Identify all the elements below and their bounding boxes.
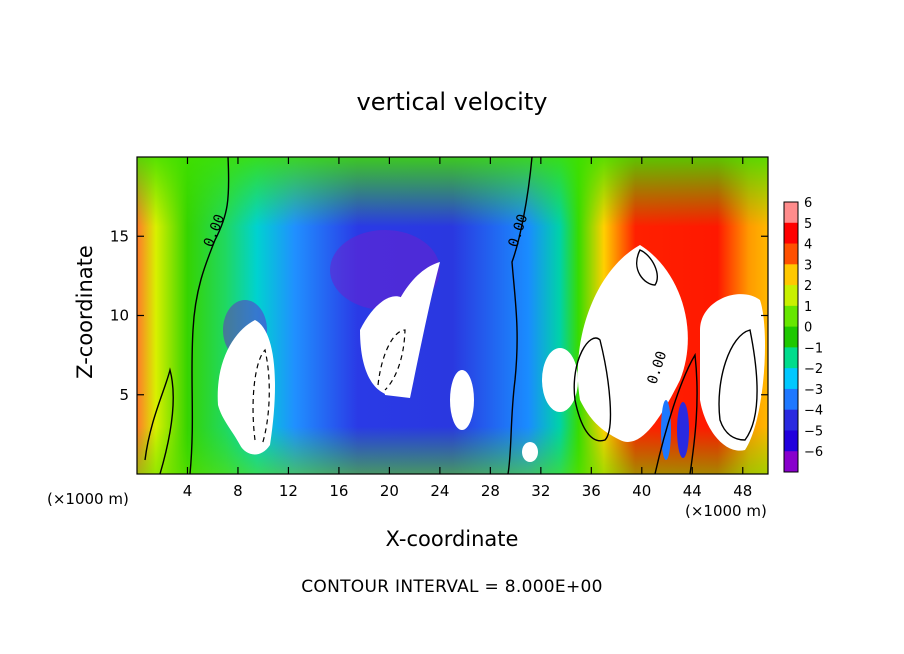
colorbar-band xyxy=(784,347,798,369)
colorbar-label: −3 xyxy=(804,383,823,398)
contour-updraft-1 xyxy=(636,249,658,286)
colorbar-label: 4 xyxy=(804,238,812,253)
colorbar-band xyxy=(784,368,798,390)
x-tick-label: 32 xyxy=(531,482,550,500)
colorbar-label: 5 xyxy=(804,217,812,232)
downdraft-overshoot-4 xyxy=(450,370,474,430)
x-tick-label: 48 xyxy=(733,482,752,500)
updraft-blob xyxy=(522,442,538,462)
zero-contour-left xyxy=(189,157,230,474)
x-tick-label: 40 xyxy=(632,482,651,500)
colorbar-label: 3 xyxy=(804,258,812,273)
colorbar-band xyxy=(784,451,798,473)
colorbar-band xyxy=(784,430,798,452)
x-axis-ticks: 4 8 12 16 20 24 28 32 36 40 44 48 xyxy=(183,157,752,500)
colorbar-label: 2 xyxy=(804,279,812,294)
x-tick-label: 44 xyxy=(683,482,702,500)
negative-contours xyxy=(252,329,406,446)
colorbar-band xyxy=(784,388,798,411)
downdraft-overshoot-2 xyxy=(360,296,405,395)
downdraft-overshoot-3 xyxy=(217,320,275,455)
x-tick-label: 12 xyxy=(279,482,298,500)
contour-updraft-2 xyxy=(573,337,612,442)
colorbar-label: −1 xyxy=(804,341,823,356)
contour-interval-note: CONTOUR INTERVAL = 8.000E+00 xyxy=(301,577,603,597)
colorbar-label: −5 xyxy=(804,424,823,439)
x-tick-label: 28 xyxy=(481,482,500,500)
y-tick-label: 5 xyxy=(119,386,129,404)
x-tick-label: 8 xyxy=(233,482,243,500)
colorbar-band xyxy=(784,409,798,431)
downdraft-overshoot-1 xyxy=(383,262,440,398)
chart-title: vertical velocity xyxy=(356,88,548,116)
colorbar-label: −2 xyxy=(804,362,823,377)
colorbar-label: −4 xyxy=(804,404,823,419)
colorbar-band xyxy=(784,202,798,224)
colorbar-band xyxy=(784,326,798,348)
y-tick-label: 15 xyxy=(110,227,129,245)
colorbar-band xyxy=(784,264,798,286)
contour-narrow-1 xyxy=(654,352,698,474)
colorbar-label: 6 xyxy=(804,196,812,211)
colorbar-band xyxy=(784,285,798,307)
x-tick-label: 16 xyxy=(329,482,348,500)
x-unit-label-right: (×1000 m) xyxy=(685,502,767,520)
dashed-contour-2 xyxy=(377,329,406,391)
contour-far-left xyxy=(144,369,174,474)
colorbar-frame xyxy=(783,201,799,473)
colorbar-label: −6 xyxy=(804,445,823,460)
x-tick-label: 20 xyxy=(380,482,399,500)
y-axis-label: Z-coordinate xyxy=(73,245,97,379)
dashed-contour-1 xyxy=(252,348,270,446)
colorbar-label: 1 xyxy=(804,300,812,315)
x-tick-label: 36 xyxy=(582,482,601,500)
updraft-core-3 xyxy=(700,294,765,451)
contour-updraft-3 xyxy=(718,329,758,441)
x-tick-label: 4 xyxy=(183,482,193,500)
colorbar-band xyxy=(784,305,798,328)
colorbar-band xyxy=(784,222,798,245)
x-axis-label: X-coordinate xyxy=(385,527,519,551)
y-axis-ticks: 5 10 15 xyxy=(110,227,768,404)
y-tick-label: 10 xyxy=(110,307,129,325)
updraft-core-2 xyxy=(542,348,578,412)
colorbar: 6 5 4 3 2 1 0 −1 −2 −3 −4 −5 −6 xyxy=(783,196,823,473)
x-tick-label: 24 xyxy=(430,482,449,500)
x-unit-label-left: (×1000 m) xyxy=(47,490,129,508)
heatmap-field xyxy=(137,157,768,474)
colorbar-label: 0 xyxy=(804,321,812,336)
narrow-downdraft-2 xyxy=(677,402,689,458)
colorbar-band xyxy=(784,243,798,265)
zero-contour-middle xyxy=(507,157,533,474)
contour-lines xyxy=(144,157,758,474)
updraft-core-1 xyxy=(577,245,688,442)
